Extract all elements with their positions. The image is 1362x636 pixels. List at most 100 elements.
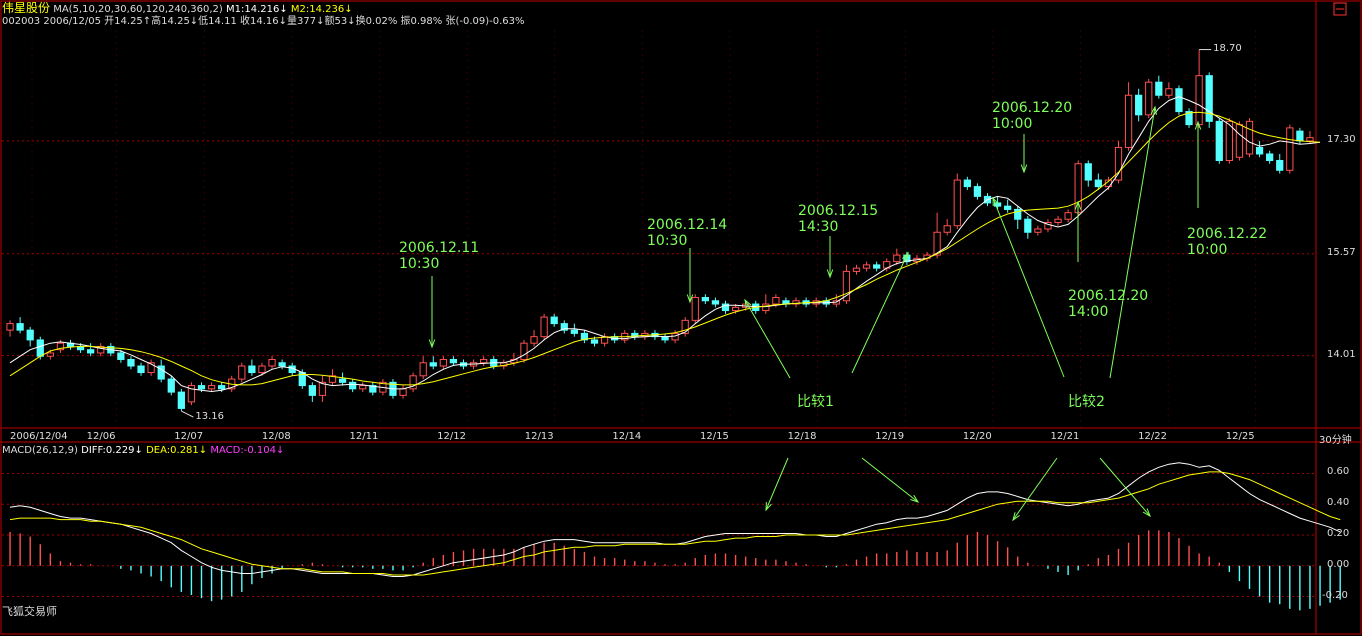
min-marker-line: [181, 410, 194, 418]
candle-down: [1094, 179, 1102, 188]
candle-down: [631, 332, 639, 338]
candle-down: [16, 323, 24, 331]
candle-up: [1235, 124, 1244, 158]
diff-down-arrow-icon: ↓: [134, 445, 143, 456]
candle-up: [1034, 228, 1042, 233]
candle-down: [701, 297, 709, 302]
period-selector[interactable]: 30分钟: [1319, 435, 1352, 446]
candle-up: [792, 300, 800, 305]
candle-up: [691, 297, 699, 321]
candle-down: [1004, 205, 1012, 210]
candle-up: [671, 332, 679, 341]
time-axis-label: 12/07: [174, 431, 204, 442]
candle-down: [87, 349, 95, 354]
annotation-arrow: [765, 457, 789, 511]
m1-down-arrow-icon: ↓: [279, 4, 288, 15]
candle-up: [1306, 137, 1314, 142]
software-brand: 飞狐交易师: [2, 605, 57, 618]
candle-down: [197, 385, 206, 390]
close-box-icon: [1333, 2, 1347, 16]
candle-down: [338, 378, 347, 383]
candle-down: [1135, 94, 1143, 116]
chart-annotation-cmp1: 比较1: [797, 394, 834, 410]
price-axis-label: 14.01: [1327, 348, 1356, 360]
quote-line: 002003 2006/12/05 开14.25↑高14.25↓低14.11 收…: [2, 16, 525, 27]
candle-up: [772, 297, 780, 305]
candle-down: [1185, 111, 1193, 126]
time-axis-label: 12/14: [612, 431, 642, 442]
candle-down: [711, 300, 720, 305]
candle-up: [1245, 120, 1254, 155]
candle-down: [429, 362, 437, 367]
candle-up: [480, 358, 488, 364]
stock-name[interactable]: 伟星股份: [2, 1, 51, 15]
candle-down: [973, 186, 982, 197]
candle-up: [520, 342, 528, 360]
candle-up: [842, 270, 851, 302]
candle-down: [1215, 120, 1223, 161]
candle-up: [238, 365, 246, 380]
candle-up: [943, 225, 951, 233]
macd-axis-label: 0.20: [1327, 528, 1350, 539]
arrow-head: [1150, 105, 1157, 115]
arrow-head: [686, 294, 694, 304]
annotation-arrow: [861, 457, 919, 503]
arrow-head: [1012, 512, 1020, 522]
arrow-head: [765, 501, 772, 512]
candle-down: [36, 339, 44, 357]
candle-up: [6, 323, 14, 331]
time-axis-label: 12/21: [1050, 431, 1080, 442]
arrow-head: [910, 494, 920, 503]
candle-down: [550, 316, 558, 325]
candle-up: [97, 345, 105, 354]
annotation-arrow: [1109, 106, 1156, 379]
macd-dea-value: DEA:0.281: [146, 445, 199, 456]
time-axis-label: 12/08: [261, 431, 291, 442]
arrow-head: [901, 251, 909, 262]
price-axis-label: 15.57: [1327, 246, 1356, 258]
candle-down: [1266, 153, 1274, 161]
annotation-arrow: [992, 197, 1065, 378]
annotation-arrow: [1099, 457, 1151, 517]
arrow-head: [1020, 164, 1028, 174]
m2-down-arrow-icon: ↓: [344, 4, 353, 15]
ma-m2-value: M2:14.236: [290, 4, 345, 15]
time-axis-label: 12/18: [787, 431, 817, 442]
arrow-head: [1194, 120, 1202, 130]
candle-down: [177, 391, 185, 409]
candle-up: [1286, 127, 1294, 171]
macd-down-arrow-icon: ↓: [275, 445, 285, 456]
candle-down: [1255, 146, 1264, 155]
candle-up: [933, 231, 941, 256]
time-axis-label: 12/22: [1138, 431, 1167, 442]
time-axis-label: 12/25: [1225, 431, 1255, 442]
candle-up: [268, 358, 276, 367]
macd-axis-label: 0.00: [1327, 558, 1350, 570]
chart-annotation-a1211: 2006.12.11 10:30: [399, 240, 480, 272]
candle-up: [681, 319, 689, 334]
time-axis-label: 12/15: [700, 431, 729, 442]
candle-down: [248, 365, 256, 374]
candle-up: [893, 254, 901, 263]
macd-axis-label: -0.20: [1322, 589, 1348, 601]
candle-up: [258, 365, 266, 374]
candle-down: [590, 339, 599, 344]
macd-axis-label: 0.60: [1327, 466, 1350, 478]
close-panel-button[interactable]: [1330, 0, 1352, 20]
chart-annotation-cmp2: 比较2: [1068, 394, 1105, 410]
time-axis-label: 2006/12/04: [10, 431, 68, 442]
candle-down: [1296, 130, 1304, 142]
candle-down: [1175, 88, 1183, 113]
time-axis-label: 12/11: [349, 431, 379, 442]
price-axis-label: 17.30: [1327, 133, 1356, 145]
candle-down: [1024, 218, 1032, 233]
candle-up: [399, 388, 407, 396]
candle-up: [1124, 94, 1133, 148]
macd-header: MACD(26,12,9) DIFF:0.229↓ DEA:0.281↓ MAC…: [2, 445, 284, 457]
price-header: 伟星股份 MA(5,10,20,30,60,120,240,360,2) M1:…: [2, 2, 353, 16]
macd-macd-value: MACD:-0.104: [210, 445, 276, 456]
candle-down: [449, 358, 458, 364]
candle-down: [308, 385, 316, 396]
candle-down: [721, 303, 730, 312]
